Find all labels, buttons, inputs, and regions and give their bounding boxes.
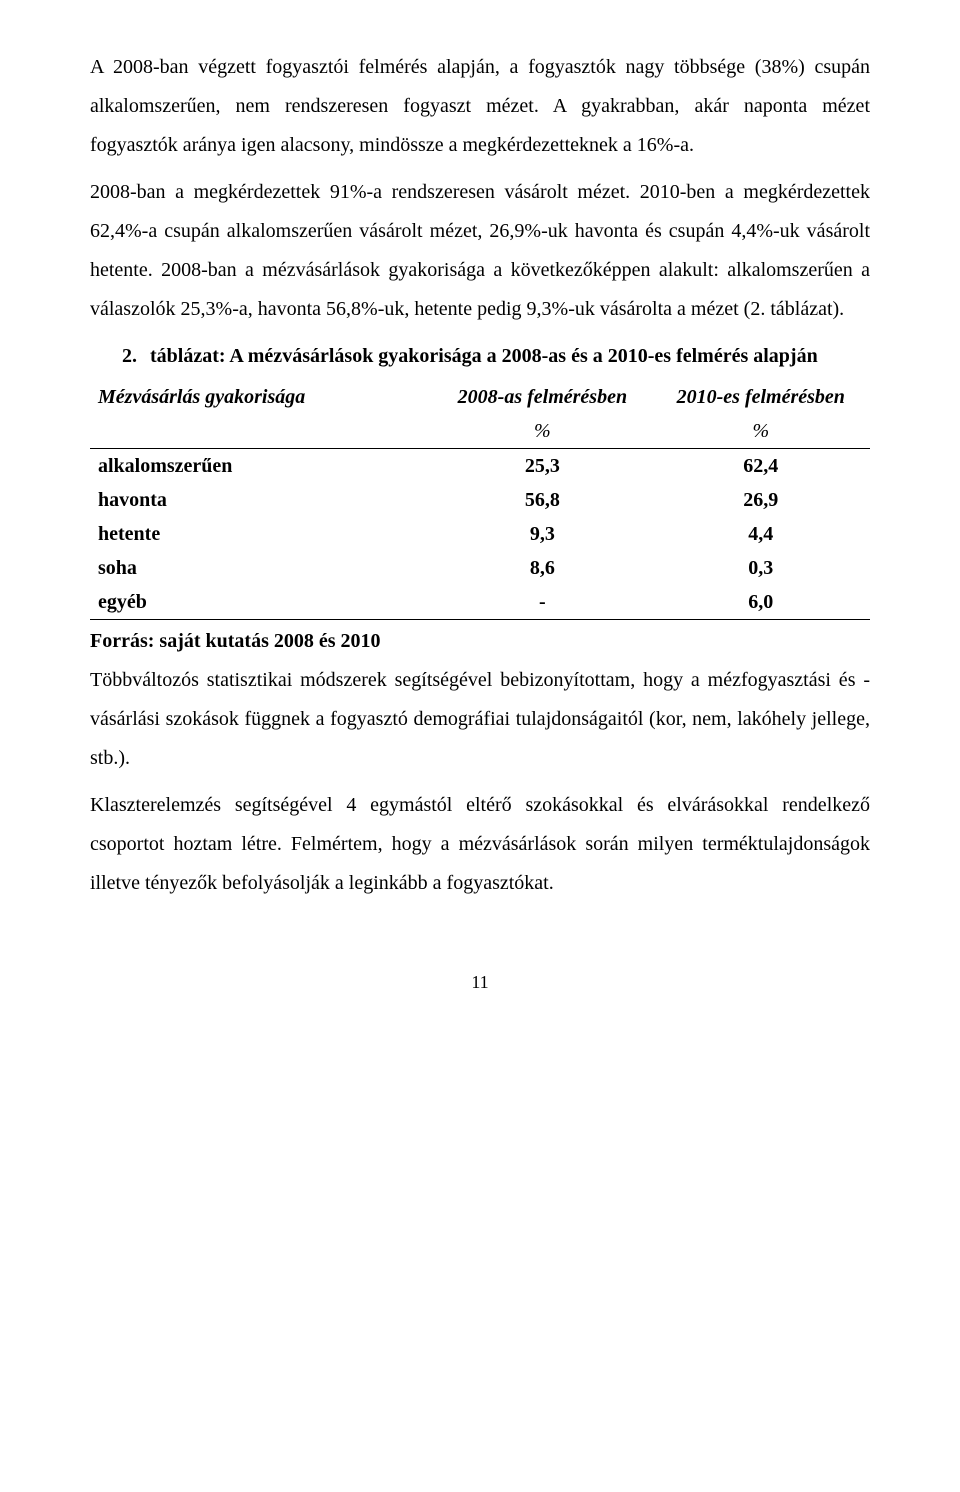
frequency-table: Mézvásárlás gyakorisága 2008-as felmérés…: [90, 380, 870, 620]
table-header-row: Mézvásárlás gyakorisága 2008-as felmérés…: [90, 380, 870, 414]
table-cell: havonta: [90, 483, 433, 517]
table-unit-0: [90, 414, 433, 449]
paragraph-3: Többváltozós statisztikai módszerek segí…: [90, 661, 870, 778]
table-unit-row: % %: [90, 414, 870, 449]
table-cell: alkalomszerűen: [90, 449, 433, 484]
table-unit-2: %: [652, 414, 870, 449]
table-cell: -: [433, 585, 651, 620]
table-cell: 56,8: [433, 483, 651, 517]
table-cell: 62,4: [652, 449, 870, 484]
table-col-0: Mézvásárlás gyakorisága: [90, 380, 433, 414]
table-source: Forrás: saját kutatás 2008 és 2010: [90, 622, 870, 661]
table-row: alkalomszerűen 25,3 62,4: [90, 449, 870, 484]
table-cell: 26,9: [652, 483, 870, 517]
table-cell: 4,4: [652, 517, 870, 551]
paragraph-2: 2008-ban a megkérdezettek 91%-a rendszer…: [90, 173, 870, 329]
table-unit-1: %: [433, 414, 651, 449]
table-col-2: 2010-es felmérésben: [652, 380, 870, 414]
table-row: egyéb - 6,0: [90, 585, 870, 620]
table-col-1: 2008-as felmérésben: [433, 380, 651, 414]
table-caption: 2.táblázat: A mézvásárlások gyakorisága …: [90, 337, 870, 376]
table-cell: egyéb: [90, 585, 433, 620]
table-cell: 6,0: [652, 585, 870, 620]
table-cell: 25,3: [433, 449, 651, 484]
page-number: 11: [90, 973, 870, 991]
table-caption-text: táblázat: A mézvásárlások gyakorisága a …: [150, 345, 818, 367]
table-cell: hetente: [90, 517, 433, 551]
table-cell: 0,3: [652, 551, 870, 585]
paragraph-1: A 2008-ban végzett fogyasztói felmérés a…: [90, 48, 870, 165]
table-cell: 9,3: [433, 517, 651, 551]
table-row: hetente 9,3 4,4: [90, 517, 870, 551]
table-cell: soha: [90, 551, 433, 585]
paragraph-4: Klaszterelemzés segítségével 4 egymástól…: [90, 786, 870, 903]
table-caption-number: 2.: [122, 337, 150, 376]
table-row: havonta 56,8 26,9: [90, 483, 870, 517]
table-row: soha 8,6 0,3: [90, 551, 870, 585]
table-cell: 8,6: [433, 551, 651, 585]
